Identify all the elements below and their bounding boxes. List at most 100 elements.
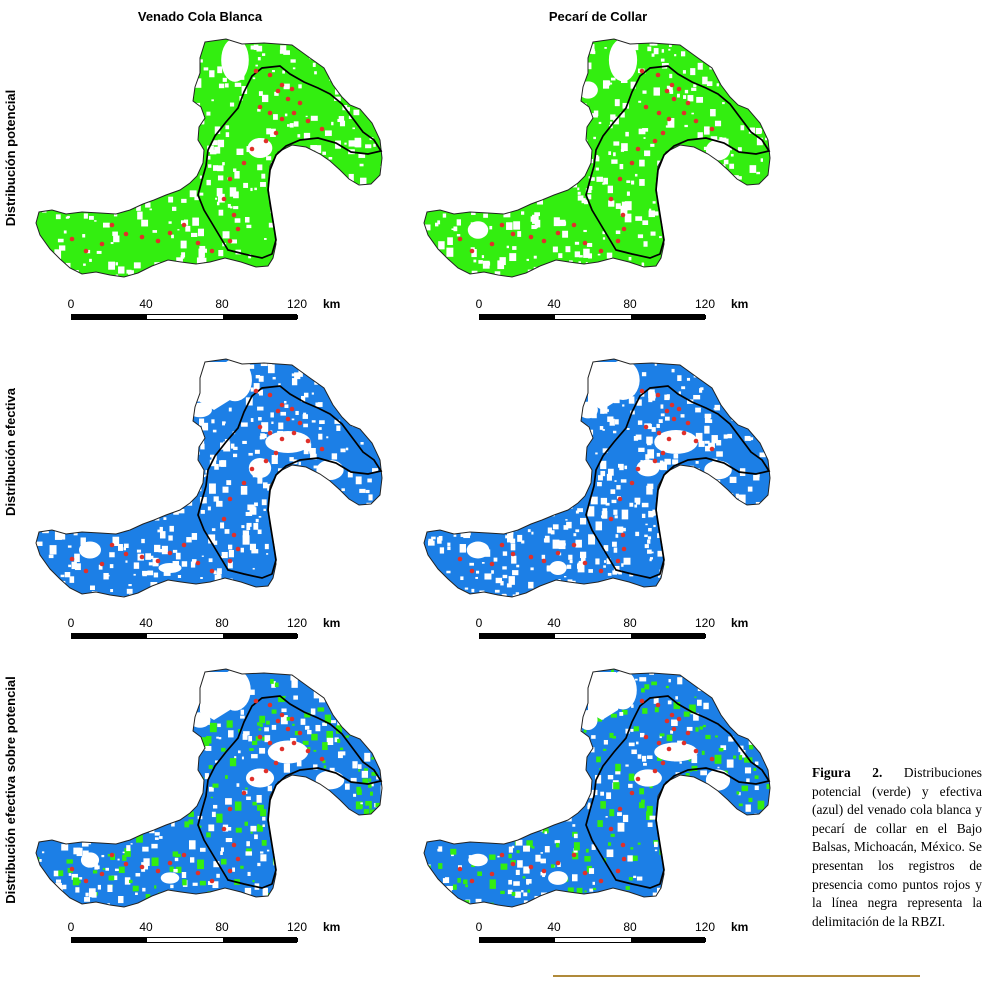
presence-record <box>639 388 645 394</box>
row-title-efectiva-sobre-potencial: Distribución efectiva sobre potencial <box>3 676 18 904</box>
presence-record <box>666 746 672 752</box>
presence-record <box>267 392 273 398</box>
presence-record <box>639 698 645 704</box>
scale-bar: 0 40 80 120 km <box>68 297 371 329</box>
presence-record <box>541 238 547 244</box>
presence-record <box>249 146 255 152</box>
scale-unit: km <box>323 920 341 934</box>
scale-tick-120: 120 <box>694 920 716 934</box>
scale-bar-graphic <box>479 314 706 320</box>
presence-record <box>620 212 626 218</box>
presence-record <box>655 702 661 708</box>
map-venado-potencial <box>35 38 383 278</box>
presence-record <box>297 100 303 106</box>
presence-record <box>319 756 325 762</box>
presence-record <box>582 870 588 876</box>
scale-tick-80: 80 <box>623 297 637 311</box>
presence-record <box>629 480 635 486</box>
presence-record <box>291 740 297 746</box>
presence-record <box>267 702 273 708</box>
presence-record <box>669 712 675 718</box>
presence-record <box>109 852 115 858</box>
presence-record <box>656 430 662 436</box>
presence-record <box>617 806 623 812</box>
map-venado-efectiva-sobre-potencial <box>35 668 383 908</box>
scale-bar-graphic <box>479 937 706 943</box>
presence-record <box>664 408 670 414</box>
presence-record <box>279 712 285 718</box>
scale-tick-80: 80 <box>623 616 637 630</box>
presence-record <box>305 748 311 754</box>
row-title-potencial: Distribución potencial <box>3 89 18 227</box>
presence-record <box>671 726 677 732</box>
presence-record <box>249 466 255 472</box>
presence-record <box>621 226 627 232</box>
presence-record <box>139 554 145 560</box>
presence-record <box>235 546 241 552</box>
presence-record <box>195 240 201 246</box>
presence-record <box>629 790 635 796</box>
presence-record <box>69 236 75 242</box>
presence-record <box>139 864 145 870</box>
scale-bar: 0 40 80 120 km <box>68 920 371 952</box>
presence-record <box>615 558 621 564</box>
distribution-fill <box>36 359 382 597</box>
presence-record <box>693 748 699 754</box>
presence-record <box>263 138 269 144</box>
presence-record <box>109 542 115 548</box>
map-venado-efectiva <box>35 358 383 598</box>
scale-tick-0: 0 <box>475 920 483 934</box>
presence-record <box>685 420 691 426</box>
presence-record <box>615 868 621 874</box>
scale-tick-80: 80 <box>215 920 229 934</box>
presence-record <box>693 438 699 444</box>
scale-bar: 0 40 80 120 km <box>475 920 779 952</box>
presence-record <box>275 88 281 94</box>
presence-record <box>253 698 259 704</box>
presence-record <box>279 82 285 88</box>
presence-record <box>181 542 187 548</box>
scale-tick-0: 0 <box>475 297 483 311</box>
presence-record <box>297 730 303 736</box>
presence-record <box>195 870 201 876</box>
presence-record <box>221 826 227 832</box>
presence-record <box>598 568 604 574</box>
presence-record <box>582 240 588 246</box>
presence-record <box>279 116 285 122</box>
presence-record <box>528 554 534 560</box>
presence-record <box>681 740 687 746</box>
presence-record <box>235 226 241 232</box>
presence-record <box>155 558 161 564</box>
presence-record <box>83 568 89 574</box>
presence-record <box>510 231 516 237</box>
presence-record <box>267 72 273 78</box>
scale-tick-40: 40 <box>547 297 561 311</box>
presence-record <box>305 438 311 444</box>
rbzi-boundary <box>197 65 383 259</box>
scale-bar-graphic <box>71 314 298 320</box>
presence-record <box>510 861 516 867</box>
presence-record <box>319 126 325 132</box>
presence-record <box>227 238 233 244</box>
presence-record <box>267 740 273 746</box>
presence-record <box>83 248 89 254</box>
presence-record <box>289 86 295 92</box>
presence-record <box>273 450 279 456</box>
presence-record <box>275 408 281 414</box>
presence-record <box>528 234 534 240</box>
presence-record <box>555 860 561 866</box>
scale-tick-120: 120 <box>286 297 308 311</box>
presence-record <box>279 746 285 752</box>
presence-record <box>289 406 295 412</box>
presence-record <box>257 424 263 430</box>
presence-record <box>664 88 670 94</box>
presence-record <box>664 718 670 724</box>
presence-record <box>235 856 241 862</box>
scale-tick-80: 80 <box>215 616 229 630</box>
map-pecari-potencial <box>423 38 771 278</box>
scale-tick-0: 0 <box>67 616 75 630</box>
presence-record <box>469 248 475 254</box>
presence-record <box>571 542 577 548</box>
rbzi-boundary <box>197 385 383 579</box>
presence-record <box>123 231 129 237</box>
